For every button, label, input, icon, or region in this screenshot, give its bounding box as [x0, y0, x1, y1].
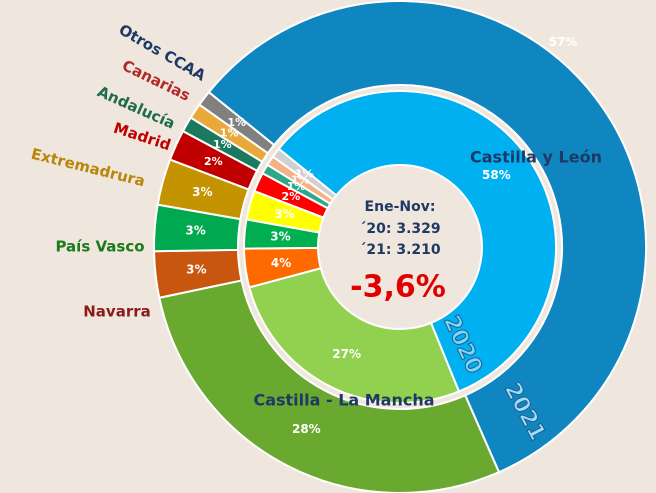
slice — [277, 90, 557, 393]
value-label: 3% — [270, 229, 290, 243]
category-label: Castilla y León — [470, 148, 602, 167]
value-label: 28% — [292, 422, 321, 436]
value-label: 1% — [287, 180, 306, 193]
center-line: Ene-Nov: — [365, 199, 436, 215]
value-label: 1% — [213, 138, 232, 151]
category-label: Castilla - La Mancha — [253, 391, 434, 410]
rings — [153, 0, 647, 493]
center-change: -3,6% — [350, 270, 446, 305]
category-label: País Vasco — [55, 238, 144, 256]
value-label: 1% — [220, 127, 239, 140]
value-label: 1% — [227, 116, 246, 129]
slice — [207, 0, 647, 474]
category-label: Navarra — [83, 303, 151, 321]
value-label: 3% — [186, 263, 206, 277]
slice — [271, 147, 338, 201]
slice — [158, 279, 501, 493]
center-line: ´21: 3.210 — [359, 242, 440, 258]
value-label: 58% — [482, 168, 511, 182]
slice — [197, 90, 276, 155]
value-label: 1% — [291, 174, 310, 187]
value-label: 2% — [282, 190, 301, 203]
value-label: 1% — [295, 167, 314, 180]
value-label: 27% — [332, 347, 361, 361]
value-label: 3% — [192, 185, 212, 199]
center-line: ´20: 3.329 — [359, 221, 440, 237]
slice — [248, 266, 461, 404]
value-label: 2% — [204, 155, 223, 168]
value-label: 57% — [549, 35, 578, 49]
value-label: 3% — [185, 224, 205, 238]
value-label: 4% — [271, 256, 291, 270]
value-label: 3% — [274, 207, 294, 221]
